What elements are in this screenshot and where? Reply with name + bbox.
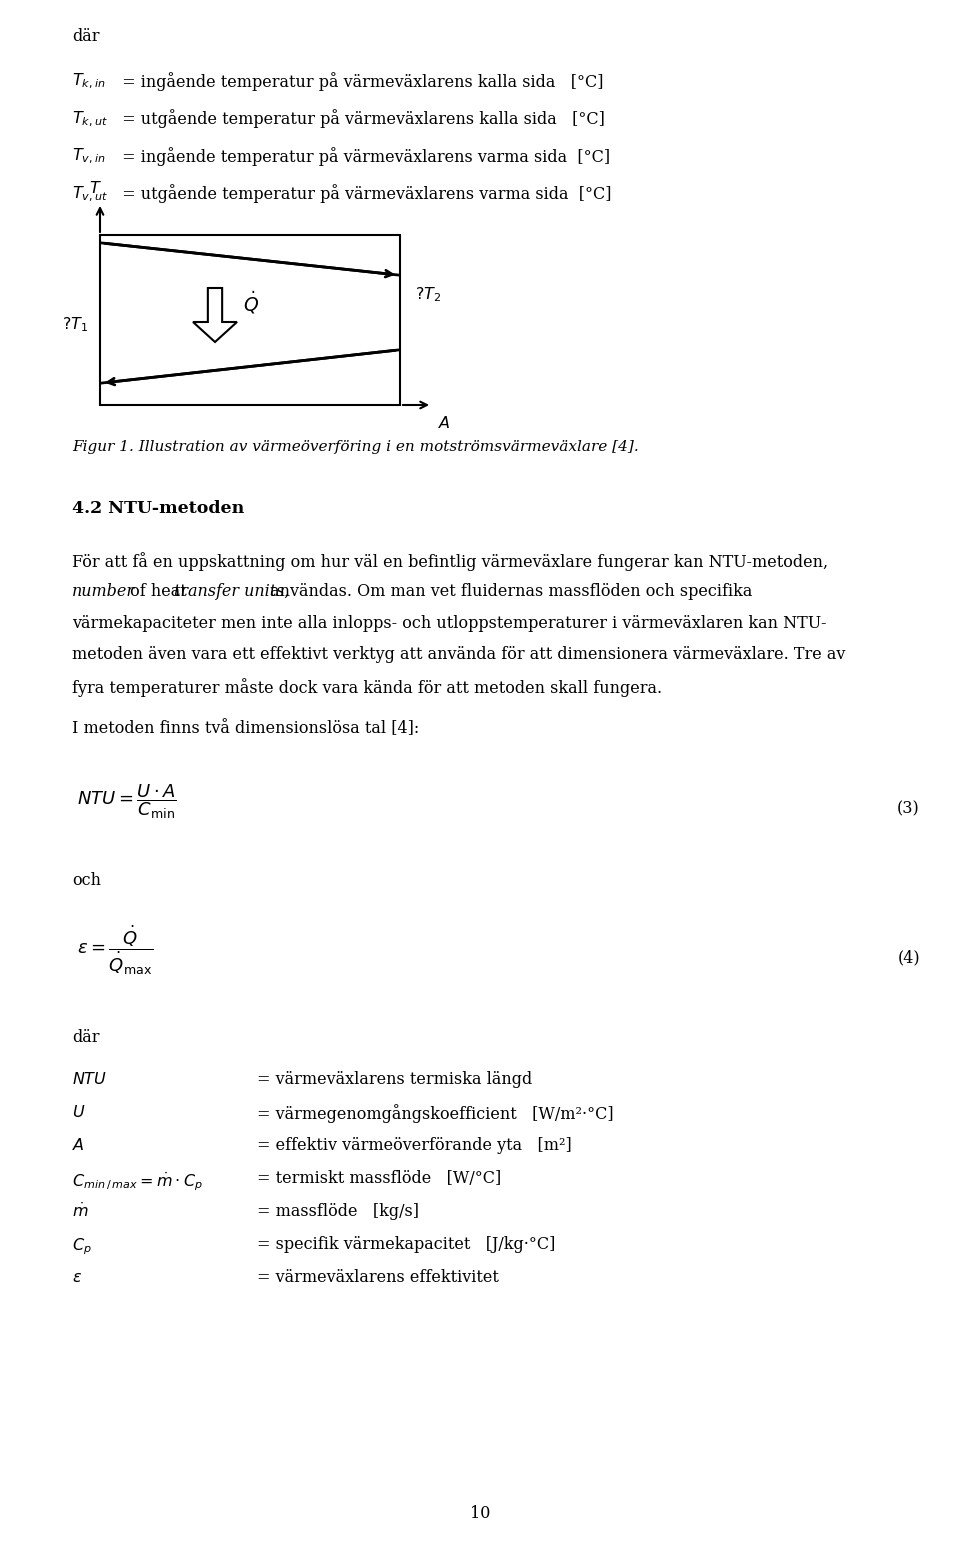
Text: värmekapaciteter men inte alla inlopps- och utloppstemperaturer i värmeväxlaren : värmekapaciteter men inte alla inlopps- … [72, 615, 827, 632]
Text: och: och [72, 873, 101, 890]
Text: number: number [72, 583, 135, 600]
Text: of heat: of heat [125, 583, 191, 600]
Text: = ingående temperatur på värmeväxlarens kalla sida   [°C]: = ingående temperatur på värmeväxlarens … [117, 71, 604, 91]
Text: I metoden finns två dimensionslösa tal [4]:: I metoden finns två dimensionslösa tal [… [72, 721, 420, 736]
Text: = termiskt massflöde   [W/°C]: = termiskt massflöde [W/°C] [257, 1170, 501, 1187]
Text: $T_{k,in}$: $T_{k,in}$ [72, 71, 106, 91]
Bar [100, 236, 400, 405]
Text: = utgående temperatur på värmeväxlarens kalla sida   [°C]: = utgående temperatur på värmeväxlarens … [117, 110, 605, 129]
Text: $T$: $T$ [88, 180, 102, 197]
Text: där: där [72, 28, 100, 45]
Text: = ingående temperatur på värmeväxlarens varma sida  [°C]: = ingående temperatur på värmeväxlarens … [117, 147, 611, 166]
Text: metoden även vara ett effektivt verktyg att använda för att dimensionera värmevä: metoden även vara ett effektivt verktyg … [72, 646, 846, 663]
Text: = värmeväxlarens termiska längd: = värmeväxlarens termiska längd [257, 1071, 532, 1088]
Text: $\varepsilon$: $\varepsilon$ [72, 1269, 83, 1286]
Text: = värmeväxlarens effektivitet: = värmeväxlarens effektivitet [257, 1269, 499, 1286]
Text: Figur 1. Illustration av värmeöverföring i en motströmsvärmeväxlare [4].: Figur 1. Illustration av värmeöverföring… [72, 440, 638, 454]
Text: $A$: $A$ [72, 1138, 84, 1155]
Polygon shape [193, 288, 237, 343]
Text: $\varepsilon = \dfrac{\dot{Q}}{\dot{Q}_{\max}}$: $\varepsilon = \dfrac{\dot{Q}}{\dot{Q}_{… [77, 924, 153, 976]
Text: = specifik värmekapacitet   [J/kg·°C]: = specifik värmekapacitet [J/kg·°C] [257, 1235, 556, 1252]
Text: 10: 10 [469, 1505, 491, 1522]
Text: $\dot{Q}$: $\dot{Q}$ [243, 290, 259, 316]
Text: = massflöde   [kg/s]: = massflöde [kg/s] [257, 1203, 419, 1220]
Text: $T_{v,ut}$: $T_{v,ut}$ [72, 184, 108, 203]
Text: $U$: $U$ [72, 1104, 85, 1121]
Text: = effektiv värmeöverförande yta   [m²]: = effektiv värmeöverförande yta [m²] [257, 1138, 572, 1155]
Text: = värmegenomgångskoefficient   [W/m²·°C]: = värmegenomgångskoefficient [W/m²·°C] [257, 1104, 613, 1122]
Text: $?T_2$: $?T_2$ [415, 285, 442, 304]
Text: $NTU = \dfrac{U \cdot A}{C_{\min}}$: $NTU = \dfrac{U \cdot A}{C_{\min}}$ [77, 783, 177, 820]
Text: (3): (3) [898, 800, 920, 817]
Text: För att få en uppskattning om hur väl en befintlig värmeväxlare fungerar kan NTU: För att få en uppskattning om hur väl en… [72, 552, 828, 570]
Text: fyra temperaturer måste dock vara kända för att metoden skall fungera.: fyra temperaturer måste dock vara kända … [72, 677, 662, 698]
Text: $T_{k,ut}$: $T_{k,ut}$ [72, 110, 108, 129]
Text: $C_p$: $C_p$ [72, 1235, 92, 1257]
Text: 4.2 NTU-metoden: 4.2 NTU-metoden [72, 501, 244, 518]
Text: = utgående temperatur på värmeväxlarens varma sida  [°C]: = utgående temperatur på värmeväxlarens … [117, 184, 612, 203]
Text: transfer units,: transfer units, [174, 583, 290, 600]
Text: $?T_1$: $?T_1$ [61, 316, 88, 335]
Text: $T_{v,in}$: $T_{v,in}$ [72, 147, 106, 166]
Text: där: där [72, 1029, 100, 1046]
Text: $A$: $A$ [438, 415, 450, 432]
Text: $NTU$: $NTU$ [72, 1071, 108, 1088]
Text: användas. Om man vet fluidernas massflöden och specifika: användas. Om man vet fluidernas massflöd… [265, 583, 752, 600]
Text: (4): (4) [898, 949, 920, 966]
Text: $\dot{m}$: $\dot{m}$ [72, 1203, 88, 1221]
Text: $C_{min \, / \, max} = \dot{m} \cdot C_p$: $C_{min \, / \, max} = \dot{m} \cdot C_p… [72, 1170, 203, 1192]
